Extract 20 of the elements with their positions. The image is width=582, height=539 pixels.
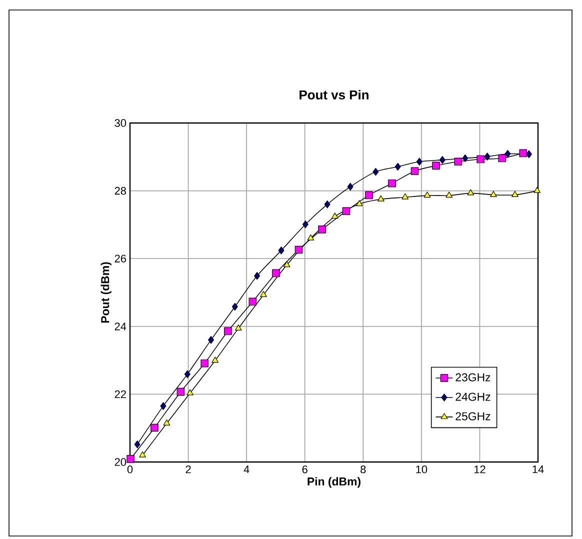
x-tick-label: 14 [532, 466, 544, 474]
chart-title: Pout vs Pin [300, 90, 368, 100]
x-tick-label: 12 [474, 466, 486, 474]
x-tick-label: 2 [186, 466, 191, 474]
legend-label: 25GHz [456, 412, 490, 420]
x-tick-label: 10 [416, 466, 428, 474]
y-tick-label: 24 [114, 322, 126, 330]
x-tick-label: 8 [360, 466, 366, 474]
x-tick-label: 0 [127, 466, 133, 474]
y-axis-title: Pout (dBm) [100, 262, 112, 323]
x-tick-label: 6 [302, 466, 308, 474]
legend-label: 24GHz [456, 392, 490, 401]
y-tick-label: 26 [114, 254, 126, 262]
y-tick-label: 20 [114, 458, 126, 466]
x-axis-title: Pin (dBm) [308, 477, 360, 488]
y-tick-label: 22 [114, 390, 126, 398]
x-tick-label: 4 [244, 466, 250, 474]
y-tick-label: 28 [114, 186, 126, 195]
legend-label: 23GHz [456, 373, 490, 382]
y-tick-label: 30 [114, 119, 126, 127]
